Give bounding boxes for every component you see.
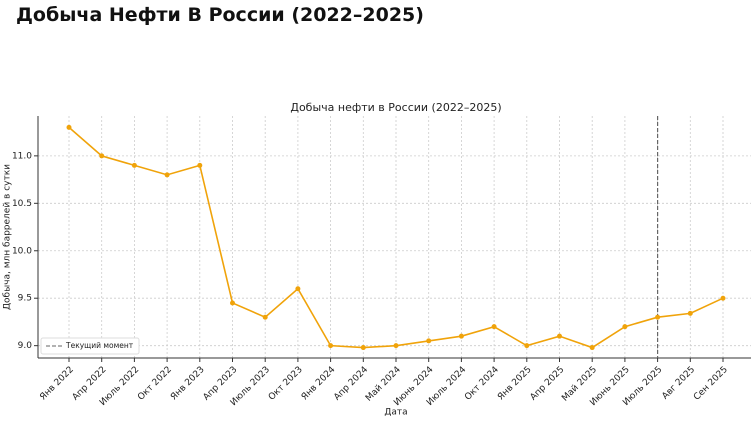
y-axis-label: Добыча, млн баррелей в сутки — [3, 164, 13, 310]
chart-title: Добыча нефти в России (2022–2025) — [290, 101, 501, 114]
legend: Текущий момент — [40, 337, 140, 355]
page-title: Добыча Нефти В России (2022–2025) — [16, 4, 424, 26]
point — [426, 338, 432, 344]
point — [524, 343, 530, 349]
point — [164, 172, 170, 178]
point — [230, 300, 235, 306]
point — [295, 286, 301, 292]
point — [197, 162, 203, 168]
point — [393, 343, 399, 349]
x-tick-label: Янв 2023 — [169, 365, 207, 403]
point — [622, 324, 628, 330]
y-tick-label: 9.5 — [18, 294, 32, 304]
y-tick-label: 9.0 — [18, 341, 33, 351]
point — [262, 314, 268, 320]
x-tick-label: Окт 2022 — [136, 365, 174, 403]
point — [557, 333, 562, 339]
legend-label: Текущий момент — [65, 341, 134, 350]
point — [458, 333, 464, 339]
x-tick-label: Янв 2022 — [38, 365, 76, 403]
x-tick-label: Сен 2025 — [692, 365, 730, 403]
point — [491, 324, 497, 330]
point — [328, 343, 334, 349]
x-axis-label: Дата — [384, 408, 407, 418]
y-tick-label: 10.0 — [12, 246, 32, 256]
x-tick-label: Окт 2023 — [267, 365, 305, 403]
x-tick-label: Янв 2025 — [496, 365, 534, 403]
point — [720, 295, 726, 301]
legend-box — [40, 337, 140, 355]
point — [66, 124, 72, 130]
y-tick-label: 10.5 — [12, 199, 32, 209]
x-tick-label: Янв 2024 — [300, 365, 338, 403]
x-tick-label: Окт 2024 — [463, 365, 501, 403]
point — [360, 345, 366, 351]
point — [131, 162, 137, 168]
point — [655, 314, 661, 320]
point — [99, 153, 105, 159]
point — [589, 345, 595, 351]
point — [687, 310, 693, 316]
y-tick-label: 11.0 — [12, 151, 32, 161]
